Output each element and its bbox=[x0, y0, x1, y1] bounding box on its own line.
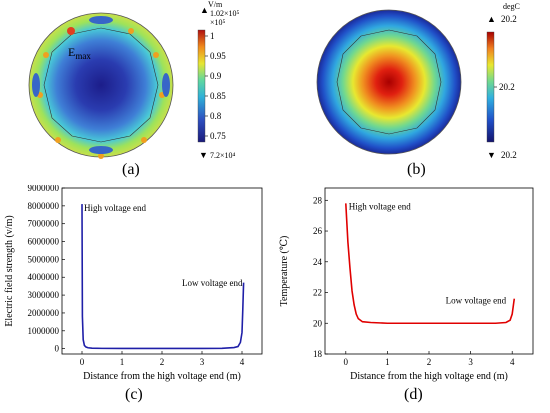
panel-b-label: (b) bbox=[407, 161, 426, 178]
cbar-a-unit: V/m bbox=[208, 0, 223, 9]
series-annotation: Low voltage end bbox=[182, 278, 243, 288]
panel-a-svg: Emax ▲ V/m 1.02×10⁵ ×10⁵ 1 0.95 0.9 0.85 0.8… bbox=[28, 0, 240, 160]
chart-d: 0 1 2 3 4 18 20 22 24 26 28 High voltage end Low vol… bbox=[279, 187, 534, 382]
cbar-a-min-value: 7.2×10⁴ bbox=[210, 151, 236, 160]
x-axis-label: Distance from the high voltage end (m) bbox=[83, 371, 241, 382]
cbar-a-max-value: 1.02×10⁵ bbox=[210, 9, 240, 18]
y-tick-label: 24 bbox=[313, 257, 323, 267]
y-tick-label: 26 bbox=[313, 226, 323, 236]
panel-d-label: (d) bbox=[404, 386, 423, 403]
cbar-a-max-marker: ▲ bbox=[200, 5, 209, 15]
y-tick-label: 4000000 bbox=[28, 272, 60, 282]
series-line bbox=[345, 203, 516, 325]
y-tick-label: 2000000 bbox=[28, 308, 60, 318]
panel-c-label: (c) bbox=[125, 386, 143, 403]
cbar-b-max-marker: ▲ bbox=[487, 14, 496, 24]
emax-label: Emax bbox=[68, 45, 91, 61]
x-tick-label: 4 bbox=[240, 357, 245, 367]
panel-a-label: (a) bbox=[122, 161, 140, 178]
cbar-b-min-marker: ▼ bbox=[487, 150, 496, 160]
x-tick-label: 0 bbox=[344, 357, 349, 367]
cbar-a-tick-label: 0.9 bbox=[210, 71, 222, 81]
x-tick-label: 0 bbox=[80, 357, 85, 367]
cbar-a-tick-label: 0.75 bbox=[210, 131, 226, 141]
cbar-a-ticks: 1 0.95 0.9 0.85 0.8 0.75 bbox=[205, 31, 226, 141]
y-tick-label: 0 bbox=[55, 344, 60, 354]
y-tick-label: 28 bbox=[313, 195, 323, 205]
panel-a: Emax ▲ V/m 1.02×10⁵ ×10⁵ 1 0.95 0.9 0.85 0.8… bbox=[0, 0, 275, 185]
panel-d: 0 1 2 3 4 18 20 22 24 26 28 High voltage end Low vol… bbox=[275, 185, 550, 408]
y-tick-label: 9000000 bbox=[28, 185, 60, 193]
y-tick-label: 5000000 bbox=[28, 254, 60, 264]
chart-c: 0 1 2 3 4 0 1000000 2000000 3000000 4000000 500000… bbox=[4, 183, 263, 382]
field-disc bbox=[28, 12, 174, 158]
cbar-a bbox=[197, 29, 206, 143]
x-tick-label: 2 bbox=[427, 357, 432, 367]
cbar-b-min-value: 20.2 bbox=[501, 150, 517, 160]
cbar-a-tick-label: 0.8 bbox=[210, 111, 222, 121]
plot-frame bbox=[324, 187, 534, 355]
x-tick-label: 1 bbox=[385, 357, 390, 367]
y-tick-label: 22 bbox=[313, 288, 322, 298]
y-tick-label: 3000000 bbox=[28, 290, 60, 300]
field-inner-ring bbox=[43, 27, 159, 143]
cbar-a-scale-note: ×10⁵ bbox=[210, 18, 226, 27]
cbar-b bbox=[486, 31, 495, 143]
x-tick-label: 3 bbox=[200, 357, 205, 367]
cbar-a-min-marker: ▼ bbox=[199, 150, 208, 160]
temperature-disc bbox=[316, 9, 462, 155]
cbar-a-tick-label: 0.95 bbox=[210, 51, 226, 61]
y-tick-label: 8000000 bbox=[28, 201, 60, 211]
cbar-b-max-value: 20.2 bbox=[501, 14, 517, 24]
field-hotspots bbox=[32, 16, 170, 159]
y-tick-label: 1000000 bbox=[28, 326, 60, 336]
series-annotation: Low voltage end bbox=[446, 295, 507, 305]
x-tick-label: 1 bbox=[120, 357, 125, 367]
x-tick-label: 3 bbox=[468, 357, 473, 367]
y-axis-label: Temperature (℃) bbox=[279, 236, 290, 307]
x-tick-label: 2 bbox=[160, 357, 165, 367]
x-axis-label: Distance from the high voltage end (m) bbox=[350, 371, 508, 382]
series-line bbox=[81, 204, 245, 350]
cbar-b-unit: degC bbox=[503, 2, 520, 11]
cbar-b-mid-tick: 20.2 bbox=[499, 82, 515, 92]
y-tick-label: 20 bbox=[313, 318, 323, 328]
y-tick-label: 6000000 bbox=[28, 237, 60, 247]
panel-b: degC ▲ 20.2 20.2 ▼ 20.2 (b) bbox=[275, 0, 550, 185]
cbar-a-tick-label: 0.85 bbox=[210, 91, 226, 101]
y-axis-label: Electric field strength (v/m) bbox=[4, 215, 15, 326]
y-tick-label: 7000000 bbox=[28, 219, 60, 229]
series-annotation: High voltage end bbox=[349, 202, 411, 212]
y-tick-label: 18 bbox=[313, 349, 323, 359]
cbar-a-tick-label: 1 bbox=[210, 31, 215, 41]
panel-b-svg: degC ▲ 20.2 20.2 ▼ 20.2 bbox=[316, 2, 520, 160]
series-annotation: High voltage end bbox=[84, 203, 146, 213]
panel-c: 0 1 2 3 4 0 1000000 2000000 3000000 4000000 500000… bbox=[0, 183, 275, 408]
x-tick-label: 4 bbox=[510, 357, 515, 367]
temperature-inner-ring bbox=[336, 29, 442, 135]
